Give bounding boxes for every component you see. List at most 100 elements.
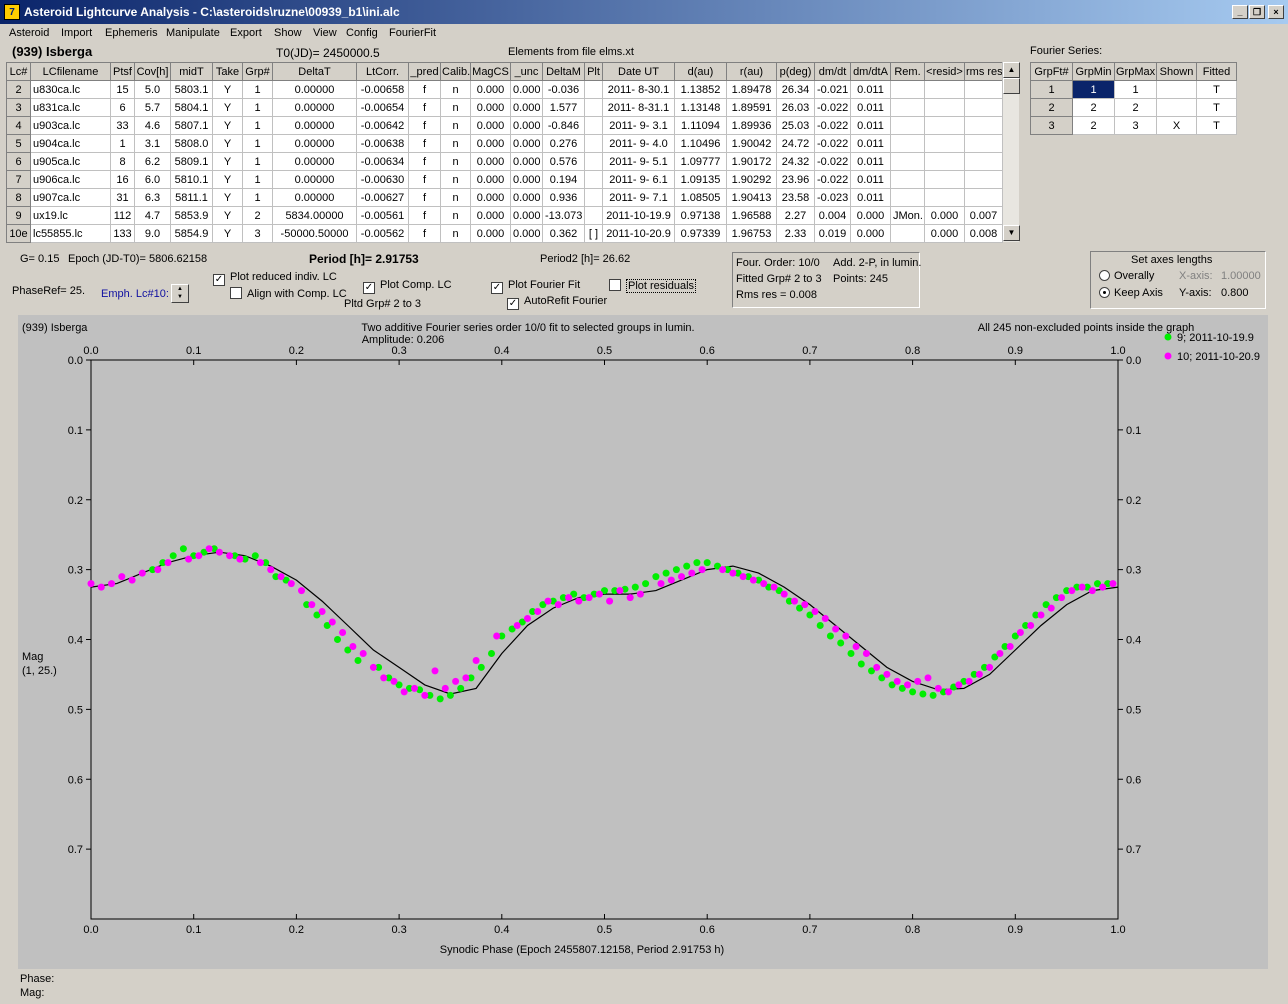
column-header[interactable]: Calib.: [440, 62, 471, 81]
table-cell[interactable]: 0.011: [850, 152, 891, 171]
table-cell[interactable]: -13.073: [542, 206, 585, 225]
table-cell[interactable]: 5808.0: [170, 134, 213, 153]
table-cell[interactable]: 0.000: [470, 80, 511, 99]
table-cell[interactable]: T: [1196, 116, 1237, 135]
table-cell[interactable]: 1.89478: [726, 80, 777, 99]
menu-ephemeris[interactable]: Ephemeris: [105, 27, 158, 39]
table-cell[interactable]: X: [1156, 116, 1197, 135]
table-cell[interactable]: f: [408, 170, 441, 189]
table-cell[interactable]: 5.0: [134, 80, 171, 99]
table-cell[interactable]: f: [408, 188, 441, 207]
table-cell[interactable]: 24.72: [776, 134, 815, 153]
table-cell[interactable]: T: [1196, 98, 1237, 117]
table-cell[interactable]: u905ca.lc: [30, 152, 111, 171]
table-cell[interactable]: [584, 116, 603, 135]
table-cell[interactable]: 0.000: [850, 206, 891, 225]
table-cell[interactable]: 1.89936: [726, 116, 777, 135]
column-header[interactable]: LCfilename: [30, 62, 111, 81]
table-cell[interactable]: [584, 170, 603, 189]
close-button[interactable]: ×: [1268, 5, 1284, 19]
table-cell[interactable]: 2: [6, 80, 31, 99]
table-cell[interactable]: 3: [242, 224, 273, 243]
table-cell[interactable]: 0.000: [510, 152, 543, 171]
column-header[interactable]: GrpFt#: [1030, 62, 1073, 81]
table-cell[interactable]: Y: [212, 134, 243, 153]
table-cell[interactable]: -0.023: [814, 188, 851, 207]
y-axis-input[interactable]: 0.800: [1221, 287, 1249, 299]
table-cell[interactable]: -0.022: [814, 152, 851, 171]
table-cell[interactable]: [924, 170, 965, 189]
column-header[interactable]: LtCorr.: [356, 62, 409, 81]
table-cell[interactable]: -0.036: [542, 80, 585, 99]
column-header[interactable]: Shown: [1156, 62, 1197, 81]
table-cell[interactable]: [964, 134, 1003, 153]
table-cell[interactable]: Y: [212, 224, 243, 243]
table-cell[interactable]: 0.000: [470, 188, 511, 207]
table-cell[interactable]: u906ca.lc: [30, 170, 111, 189]
table-cell[interactable]: [890, 116, 925, 135]
plot-comp-checkbox[interactable]: ✓ Plot Comp. LC: [363, 279, 452, 294]
table-cell[interactable]: 0.000: [510, 134, 543, 153]
table-cell[interactable]: 0.008: [964, 224, 1003, 243]
table-cell[interactable]: Y: [212, 170, 243, 189]
table-cell[interactable]: 2011- 9- 7.1: [602, 188, 675, 207]
column-header[interactable]: dm/dt: [814, 62, 851, 81]
table-cell[interactable]: JMon..: [890, 206, 925, 225]
table-cell[interactable]: f: [408, 224, 441, 243]
table-cell[interactable]: u831ca.lc: [30, 98, 111, 117]
table-cell[interactable]: 1: [1030, 80, 1073, 99]
menu-fourierfit[interactable]: FourierFit: [389, 27, 437, 39]
table-cell[interactable]: 0.019: [814, 224, 851, 243]
table-cell[interactable]: -0.00642: [356, 116, 409, 135]
table-cell[interactable]: 0.000: [510, 206, 543, 225]
menu-show[interactable]: Show: [274, 27, 302, 39]
table-cell[interactable]: 3: [1030, 116, 1073, 135]
table-cell[interactable]: 0.00000: [272, 134, 357, 153]
table-cell[interactable]: [964, 98, 1003, 117]
table-cell[interactable]: 1.96753: [726, 224, 777, 243]
column-header[interactable]: Take: [212, 62, 243, 81]
table-row[interactable]: 2 u830ca.lc 15 5.0 5803.1 Y 1 0.00000 -0.00658 f n…: [6, 80, 1003, 99]
table-cell[interactable]: 2011- 8-30.1: [602, 80, 675, 99]
table-cell[interactable]: 2011- 9- 3.1: [602, 116, 675, 135]
table-cell[interactable]: 0.000: [470, 152, 511, 171]
table-cell[interactable]: 0.011: [850, 134, 891, 153]
table-cell[interactable]: 0.011: [850, 80, 891, 99]
table-cell[interactable]: f: [408, 152, 441, 171]
table-cell[interactable]: 0.000: [510, 224, 543, 243]
column-header[interactable]: r(au): [726, 62, 777, 81]
table-cell[interactable]: 0.00000: [272, 98, 357, 117]
table-cell[interactable]: 1.577: [542, 98, 585, 117]
table-cell[interactable]: 8: [6, 188, 31, 207]
table-cell[interactable]: 0.011: [850, 116, 891, 135]
table-row[interactable]: 9 ux19.lc 112 4.7 5853.9 Y 2 5834.00000 -0.00561…: [6, 206, 1003, 225]
table-cell[interactable]: [1156, 98, 1197, 117]
table-cell[interactable]: [924, 116, 965, 135]
column-header[interactable]: Date UT: [602, 62, 675, 81]
table-cell[interactable]: 0.00000: [272, 80, 357, 99]
table-cell[interactable]: 2: [1030, 98, 1073, 117]
column-header[interactable]: DeltaM: [542, 62, 585, 81]
table-cell[interactable]: f: [408, 206, 441, 225]
table-cell[interactable]: -0.022: [814, 98, 851, 117]
table-cell[interactable]: 1.90413: [726, 188, 777, 207]
table-cell[interactable]: 0.000: [510, 188, 543, 207]
table-cell[interactable]: Y: [212, 152, 243, 171]
table-cell[interactable]: 4.6: [134, 116, 171, 135]
table-row[interactable]: 5 u904ca.lc 1 3.1 5808.0 Y 1 0.00000 -0.00638 f n 0…: [6, 134, 1003, 153]
table-cell[interactable]: 5803.1: [170, 80, 213, 99]
table-cell[interactable]: 2011- 9- 6.1: [602, 170, 675, 189]
table-cell[interactable]: 1.09777: [674, 152, 727, 171]
table-cell[interactable]: 6.0: [134, 170, 171, 189]
table-cell[interactable]: 6: [110, 98, 135, 117]
table-cell[interactable]: 4: [6, 116, 31, 135]
table-cell[interactable]: 2011-10-20.9: [602, 224, 675, 243]
table-cell[interactable]: 5853.9: [170, 206, 213, 225]
table-cell[interactable]: 6: [6, 152, 31, 171]
table-cell[interactable]: 5854.9: [170, 224, 213, 243]
table-cell[interactable]: 9: [6, 206, 31, 225]
table-cell[interactable]: 0.97339: [674, 224, 727, 243]
table-row[interactable]: 3 u831ca.lc 6 5.7 5804.1 Y 1 0.00000 -0.00654 f n 0…: [6, 98, 1003, 117]
menu-asteroid[interactable]: Asteroid: [9, 27, 50, 39]
